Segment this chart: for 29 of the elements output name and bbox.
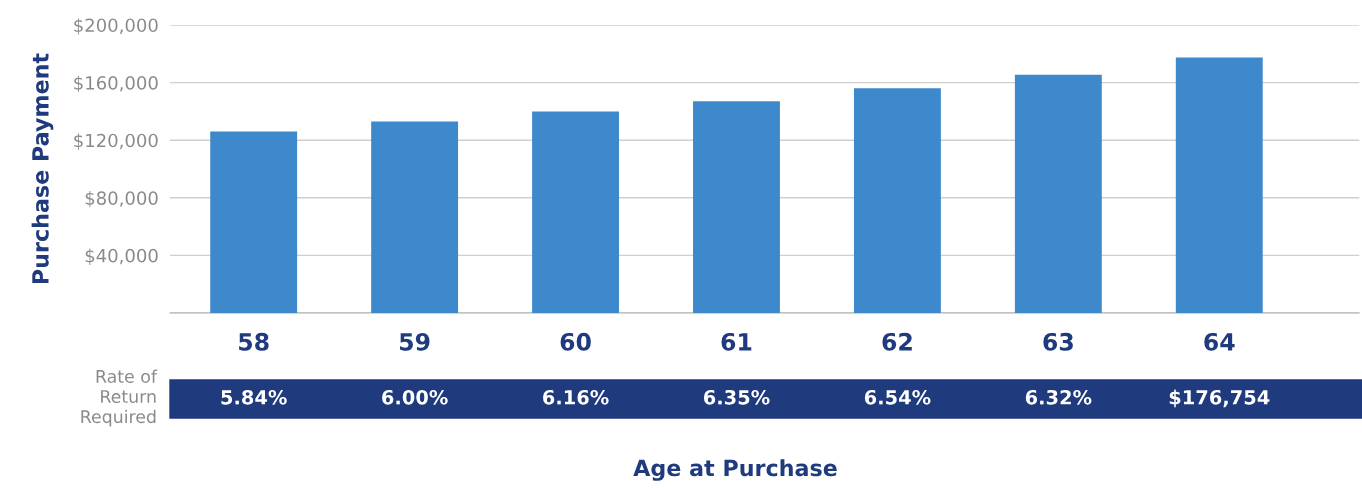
- x-axis-title: Age at Purchase: [633, 459, 837, 481]
- text: 6.16%: [543, 389, 609, 405]
- text: 5.84%: [221, 389, 287, 405]
- text: 6.35%: [703, 389, 770, 405]
- bar: [532, 111, 619, 313]
- text: 6.32%: [1025, 389, 1092, 405]
- bar: [693, 101, 780, 313]
- y-tick-label: $120,000: [74, 133, 158, 150]
- x-tick-label: 61: [721, 332, 752, 351]
- x-tick-label: 59: [400, 332, 430, 351]
- bar: [853, 88, 941, 313]
- x-tick-label: 64: [1204, 332, 1235, 351]
- y-axis-title: Purchase Payment: [31, 53, 54, 284]
- x-tick-label: 62: [882, 332, 912, 351]
- x-tick-label: 58: [239, 332, 269, 351]
- bar: [371, 121, 459, 313]
- bar: [1014, 74, 1102, 313]
- bar: [210, 131, 298, 313]
- y-tick-label: $40,000: [85, 248, 158, 265]
- text: 6.00%: [382, 389, 448, 405]
- y-tick-label: $200,000: [74, 18, 158, 35]
- text: Rate of Return Required: [81, 369, 158, 427]
- bar: [1175, 57, 1263, 313]
- x-tick-label: 60: [560, 332, 591, 351]
- x-tick-label: 63: [1043, 332, 1073, 351]
- text: 6.54%: [864, 389, 931, 405]
- y-tick-label: $80,000: [85, 190, 158, 208]
- y-tick-label: $160,000: [74, 75, 158, 93]
- text: $176,754: [1169, 389, 1270, 408]
